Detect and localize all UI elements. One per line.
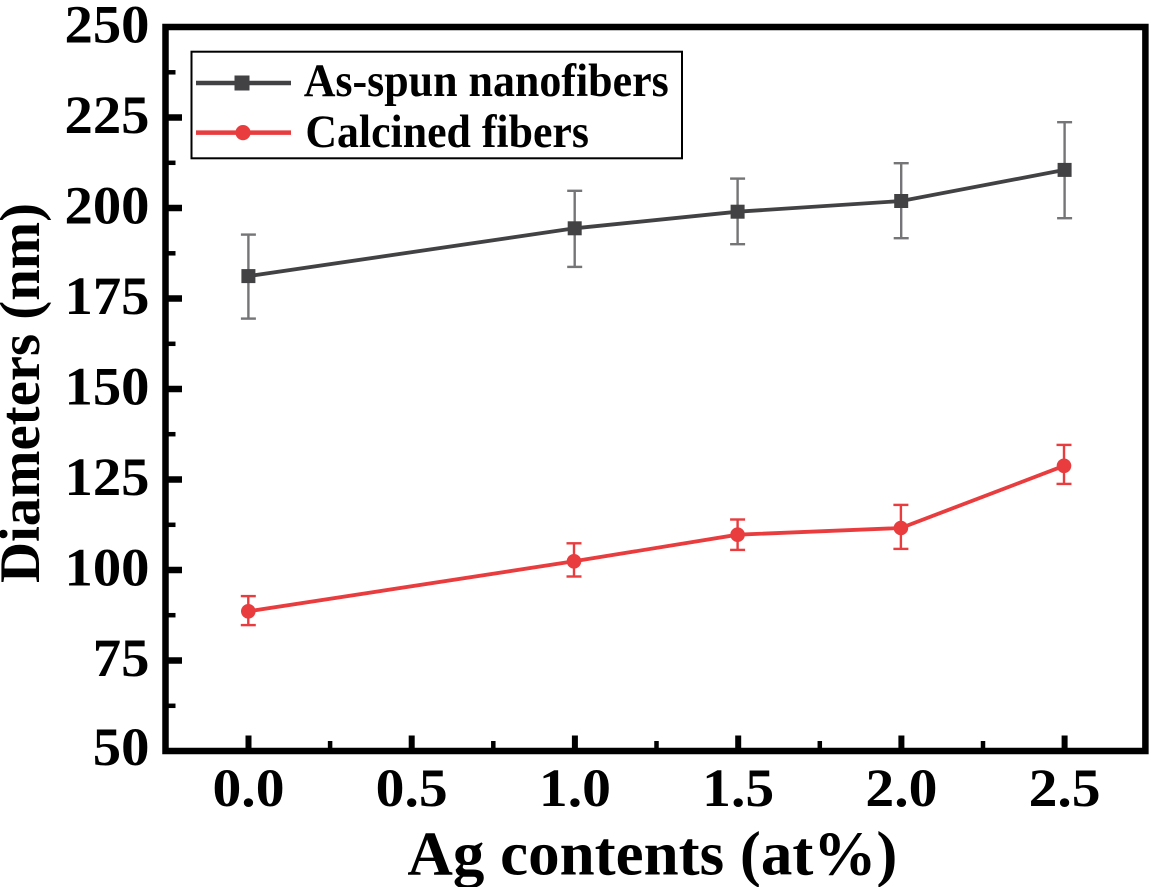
svg-text:2.0: 2.0 bbox=[865, 758, 937, 818]
svg-text:50: 50 bbox=[93, 717, 150, 777]
svg-text:250: 250 bbox=[65, 0, 150, 55]
svg-text:0.0: 0.0 bbox=[213, 758, 285, 818]
svg-text:Diameters (nm): Diameters (nm) bbox=[0, 203, 52, 583]
svg-text:1.0: 1.0 bbox=[539, 758, 611, 818]
svg-text:100: 100 bbox=[65, 538, 150, 598]
svg-text:1.5: 1.5 bbox=[702, 758, 774, 818]
svg-text:75: 75 bbox=[93, 628, 150, 688]
svg-text:125: 125 bbox=[65, 447, 150, 507]
svg-text:225: 225 bbox=[65, 85, 150, 145]
svg-text:2.5: 2.5 bbox=[1029, 758, 1101, 818]
svg-text:Calcined fibers: Calcined fibers bbox=[305, 106, 589, 158]
svg-text:175: 175 bbox=[65, 266, 150, 326]
svg-text:Ag contents (at%): Ag contents (at%) bbox=[407, 821, 897, 888]
svg-text:As-spun nanofibers: As-spun nanofibers bbox=[304, 55, 669, 107]
svg-text:0.5: 0.5 bbox=[376, 758, 448, 818]
svg-text:150: 150 bbox=[65, 357, 150, 417]
svg-text:200: 200 bbox=[65, 176, 150, 236]
